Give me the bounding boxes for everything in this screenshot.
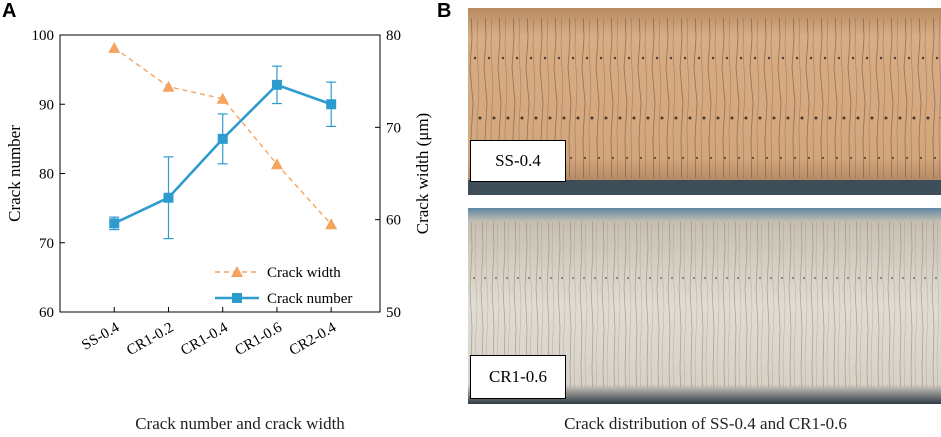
x-tick-label: CR1-0.4 (178, 319, 231, 359)
legend-marker (232, 293, 242, 303)
data-point (162, 80, 175, 92)
legend-marker (231, 266, 243, 277)
data-point (163, 192, 174, 203)
y2-tick-label: 50 (386, 305, 401, 321)
specimen-photo-cr1-0-6 (468, 208, 941, 404)
series-crack-width (108, 41, 338, 230)
data-point (271, 79, 282, 90)
specimen-photo-cr1-0-6-image (468, 208, 941, 404)
panel-label-b: B (437, 0, 452, 22)
y-tick-label: 70 (39, 236, 54, 252)
x-tick-label: CR1-0.6 (233, 319, 286, 359)
data-point (270, 158, 283, 170)
series-crack-number (109, 65, 337, 240)
y2-tick-label: 60 (386, 213, 401, 229)
data-point (216, 92, 229, 104)
panel-label-a: A (2, 0, 17, 22)
legend-label: Crack width (267, 265, 341, 281)
y2-axis-label: Crack width (μm) (413, 113, 432, 234)
data-point (217, 133, 228, 144)
y2-tick-label: 70 (386, 120, 401, 136)
x-tick-label: SS-0.4 (79, 319, 122, 353)
chart-caption: Crack number and crack width (135, 414, 345, 433)
y-tick-label: 80 (39, 167, 54, 183)
y-tick-label: 60 (39, 305, 54, 321)
series-line (113, 47, 332, 225)
y-tick-label: 90 (39, 97, 54, 113)
x-tick-label: CR2-0.4 (287, 319, 340, 359)
y2-tick-label: 80 (386, 28, 401, 44)
data-point (325, 218, 338, 230)
y-tick-label: 100 (32, 28, 55, 44)
data-point (109, 218, 120, 229)
legend-label: Crack number (267, 291, 352, 307)
photo-label-ss-0-4: SS-0.4 (470, 140, 566, 182)
specimen-photo-ss-0-4 (468, 8, 941, 195)
photo-caption: Crack distribution of SS-0.4 and CR1-0.6 (564, 414, 847, 433)
data-point (108, 41, 121, 53)
data-point (326, 99, 337, 110)
specimen-photo-ss-0-4-image (468, 8, 941, 195)
y-axis-label: Crack number (5, 125, 24, 222)
x-tick-label: CR1-0.2 (124, 320, 176, 359)
photo-label-cr1-0-6: CR1-0.6 (470, 355, 566, 399)
